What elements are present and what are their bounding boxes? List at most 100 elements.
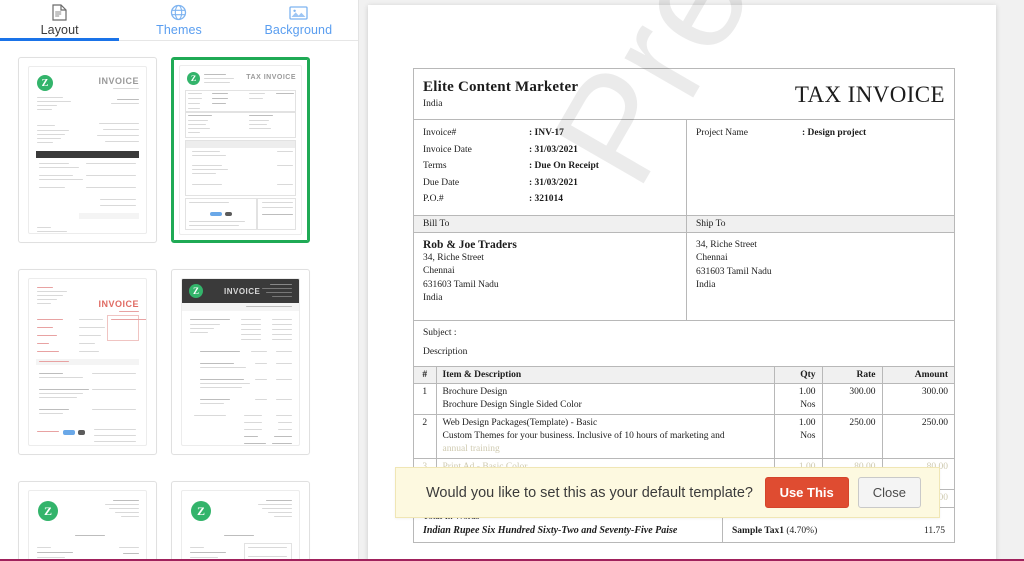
document-layout-icon [52, 3, 67, 22]
item-cell: Web Design Packages(Template) - Basic Cu… [436, 414, 775, 459]
preview-panel: Preview Elite Content Marketer India TAX… [359, 0, 1024, 561]
meta-field: P.O.# : 321014 [423, 191, 677, 208]
column-amount: Amount [882, 366, 954, 384]
logo-icon: Z [191, 501, 211, 521]
item-unit: Nos [800, 430, 816, 441]
invoice-document: Elite Content Marketer India TAX INVOICE… [413, 68, 955, 543]
ship-to-line: 631603 Tamil Nadu [696, 266, 772, 277]
thumb-heading: INVOICE [98, 76, 139, 86]
bill-to-name: Rob & Joe Traders [423, 238, 517, 251]
meta-field: Invoice Date : 31/03/2021 [423, 142, 677, 159]
address-section-headers: Bill To Ship To [414, 215, 954, 233]
template-thumbnail-4[interactable]: Z INVOICE [171, 269, 310, 455]
meta-field: Terms : Due On Receipt [423, 158, 677, 175]
bill-to-address: Rob & Joe Traders 34, Riche Street Chenn… [414, 232, 687, 320]
template-preview-1: Z INVOICE [28, 66, 147, 234]
organization-block: Elite Content Marketer India [423, 79, 578, 109]
close-button[interactable]: Close [857, 477, 921, 508]
tab-themes-label: Themes [156, 23, 202, 37]
meta-value: : 31/03/2021 [529, 144, 578, 155]
template-thumbnail-2[interactable]: Z TAX INVOICE [171, 57, 310, 243]
column-index: # [414, 366, 437, 384]
meta-key: Due Date [423, 177, 460, 188]
organization-name: Elite Content Marketer [423, 79, 579, 95]
thumb-heading: INVOICE [224, 287, 261, 296]
thumb-heading: TAX INVOICE [246, 74, 296, 81]
default-template-banner: Would you like to set this as your defau… [395, 467, 940, 518]
item-index: 1 [414, 383, 437, 415]
use-this-button[interactable]: Use This [764, 477, 849, 508]
banner-message: Would you like to set this as your defau… [426, 484, 753, 501]
tab-bar: Layout Themes [0, 0, 358, 41]
address-row: Rob & Joe Traders 34, Riche Street Chenn… [414, 232, 954, 321]
invoice-meta-row: Invoice# : INV-17 Invoice Date : 31/03/2… [414, 120, 954, 216]
table-row: 1 Brochure Design Brochure Design Single… [414, 383, 954, 415]
item-unit: Nos [800, 399, 816, 410]
tab-background[interactable]: Background [239, 0, 358, 40]
item-qty: 1.00 [798, 386, 816, 397]
bill-to-label: Bill To [414, 215, 687, 232]
logo-icon: Z [189, 284, 203, 298]
item-cell: Brochure Design Brochure Design Single S… [436, 383, 775, 415]
meta-field: Invoice# : INV-17 [423, 125, 677, 142]
table-row: 2 Web Design Packages(Template) - Basic … [414, 414, 954, 459]
item-name: Web Design Packages(Template) - Basic [442, 417, 598, 428]
template-thumbnail-6[interactable]: Z [171, 481, 310, 561]
meta-value: : INV-17 [529, 128, 564, 138]
image-background-icon [289, 3, 308, 22]
template-preview-5: Z [28, 490, 147, 561]
bottom-accent-rule [0, 559, 1024, 561]
template-thumbnail-scroll[interactable]: Z INVOICE [0, 41, 358, 561]
tab-background-label: Background [264, 23, 333, 37]
ship-to-line: India [696, 280, 716, 290]
ship-to-line: 34, Riche Street [696, 239, 757, 250]
item-rate: 250.00 [822, 414, 883, 459]
meta-value: : Design project [802, 128, 867, 138]
item-rate: 300.00 [822, 383, 883, 415]
meta-key: Terms [423, 161, 447, 171]
tax-value: 11.75 [923, 525, 945, 536]
invoice-meta-left: Invoice# : INV-17 Invoice Date : 31/03/2… [414, 120, 687, 215]
template-preview-6: Z [181, 490, 300, 561]
meta-field: Project Name : Design project [696, 125, 945, 142]
subject-label: Subject : [423, 327, 457, 338]
total-in-words-value: Indian Rupee Six Hundred Sixty-Two and S… [423, 524, 678, 536]
meta-key: Project Name [696, 128, 748, 138]
tax-block: Sample Tax1 (4.70%) 11.75 [723, 508, 954, 542]
item-qty: 1.00 [798, 417, 816, 428]
ship-to-label: Ship To [696, 218, 726, 229]
meta-field: Due Date : 31/03/2021 [423, 175, 677, 192]
table-header-row: # Item & Description Qty Rate Amount [414, 366, 954, 384]
tax-label: Sample Tax1 (4.70%) [732, 526, 817, 536]
meta-value: : 321014 [529, 194, 564, 204]
bill-to-line: 34, Riche Street [423, 252, 484, 263]
tax-name: Sample Tax1 [732, 525, 785, 536]
tab-layout-label: Layout [40, 23, 79, 37]
template-thumbnail-3[interactable]: INVOICE [18, 269, 157, 455]
item-description-cont: annual training [442, 443, 500, 454]
template-thumbnail-5[interactable]: Z [18, 481, 157, 561]
tab-themes[interactable]: Themes [119, 0, 238, 40]
bill-to-line: 631603 Tamil Nadu [423, 279, 499, 290]
invoice-title: TAX INVOICE [794, 82, 945, 107]
column-item: Item & Description [436, 366, 775, 384]
template-preview-2: Z TAX INVOICE [179, 65, 302, 235]
thumb-heading: INVOICE [98, 299, 139, 309]
logo-icon: Z [37, 75, 53, 91]
globe-themes-icon [170, 3, 187, 22]
meta-key: Invoice# [423, 128, 457, 138]
meta-key: P.O.# [423, 194, 444, 204]
template-preview-3: INVOICE [28, 278, 147, 446]
column-rate: Rate [822, 366, 883, 384]
item-description: Custom Themes for your business. Inclusi… [442, 430, 725, 441]
ship-to-address: 34, Riche Street Chennai 631603 Tamil Na… [687, 233, 954, 320]
bill-to-line: India [423, 293, 443, 303]
template-thumbnail-grid: Z INVOICE [18, 57, 344, 561]
item-qty-cell: 1.00 Nos [774, 414, 823, 459]
template-thumbnail-1[interactable]: Z INVOICE [18, 57, 157, 243]
invoice-meta-right: Project Name : Design project [687, 120, 954, 215]
subject-block: Subject : Description [414, 321, 954, 367]
item-index: 2 [414, 414, 437, 459]
tab-layout[interactable]: Layout [0, 0, 120, 41]
